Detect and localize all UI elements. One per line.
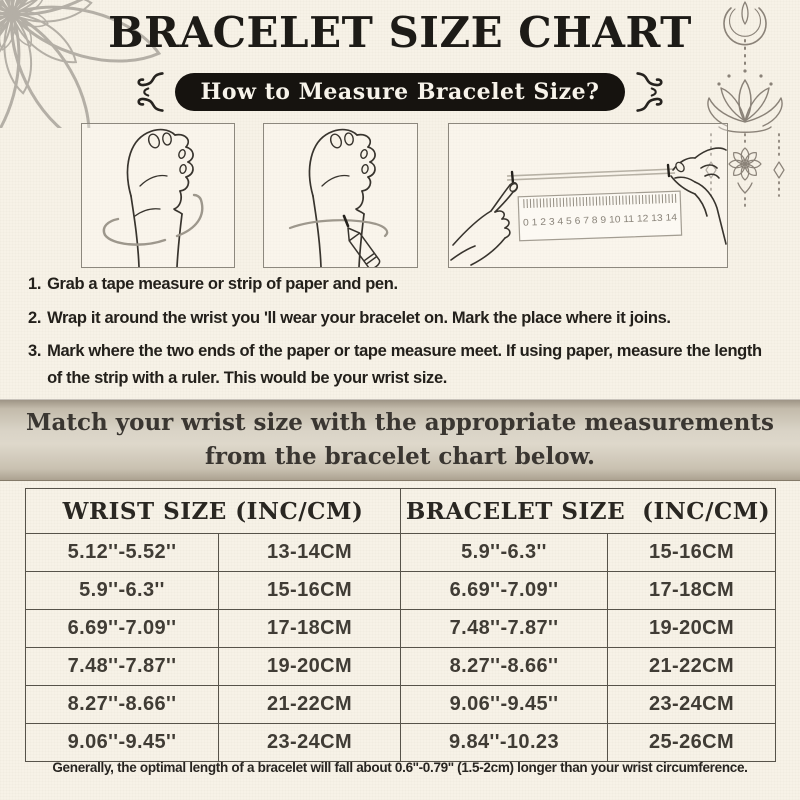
bracelet-inch-cell: 8.27''-8.66'' [400,647,608,686]
wrist-cm-cell: 17-18CM [218,609,401,648]
table-row: 5.9''-6.3'' 15-16CM 6.69''-7.09'' 17-18C… [25,571,777,610]
bracelet-cm-cell: 19-20CM [606,609,777,648]
measuring-tape-icon [102,193,204,246]
wrist-size-header: WRIST SIZE (INC/CM) [25,488,401,534]
size-conversion-table: WRIST SIZE (INC/CM) BRACELET SIZE (INC/C… [25,488,777,762]
step-number: 1. [28,275,42,293]
ruler-numbers: 0 1 2 3 4 5 6 7 8 9 10 11 12 13 14 [523,212,677,228]
wrist-cm-cell: 15-16CM [218,571,401,610]
table-row: 7.48''-7.87'' 19-20CM 8.27''-8.66'' 21-2… [25,647,777,686]
bracelet-inch-cell: 9.06''-9.45'' [400,685,608,724]
wrist-inch-cell: 6.69''-7.09'' [25,609,219,648]
flourish-bracket-right-icon [636,72,663,112]
bracelet-cm-cell: 15-16CM [606,533,777,572]
step-3: 3. Mark where the two ends of the paper … [28,338,770,391]
match-size-banner: Match your wrist size with the appropria… [0,399,800,481]
step-1: 1. Grab a tape measure or strip of paper… [28,271,770,298]
step-number: 2. [28,308,42,327]
table-row: 9.06''-9.45'' 23-24CM 9.84''-10.23 25-26… [25,723,777,762]
wrist-cm-cell: 19-20CM [218,647,401,686]
table-row: 5.12''-5.52'' 13-14CM 5.9''-6.3'' 15-16C… [25,533,777,572]
bracelet-cm-cell: 25-26CM [606,723,777,762]
paper-strip-icon [506,163,676,185]
bracelet-inch-cell: 5.9''-6.3'' [400,533,608,572]
wrist-inch-cell: 5.9''-6.3'' [25,571,219,610]
table-row: 8.27''-8.66'' 21-22CM 9.06''-9.45'' 23-2… [25,685,777,724]
banner-line-1: Match your wrist size with the appropria… [26,408,774,436]
bracelet-inch-cell: 6.69''-7.09'' [400,571,608,610]
bracelet-inch-cell: 7.48''-7.87'' [400,609,608,648]
wrist-inch-cell: 8.27''-8.66'' [25,685,219,724]
figure-mark-wrist [263,123,418,270]
wrist-inch-cell: 7.48''-7.87'' [25,647,219,686]
flourish-bracket-left-icon [136,72,164,112]
figure-measure-ruler: 0 1 2 3 4 5 6 7 8 9 10 11 12 13 14 [448,123,728,268]
wrist-cm-cell: 13-14CM [218,533,401,572]
how-to-measure-badge: How to Measure Bracelet Size? [174,73,626,111]
banner-line-2: from the bracelet chart below. [204,443,596,470]
step-text: Mark where the two ends of the paper or … [47,342,762,388]
how-to-measure-badge-row: How to Measure Bracelet Size? [0,68,800,116]
ruler-icon: 0 1 2 3 4 5 6 7 8 9 10 11 12 13 14 [517,190,683,242]
bracelet-cm-cell: 21-22CM [606,647,777,686]
bracelet-cm-cell: 17-18CM [606,571,777,610]
figure-wrap-tape [81,123,235,268]
step-text: Wrap it around the wrist you 'll wear yo… [47,308,671,327]
step-2: 2. Wrap it around the wrist you 'll wear… [28,305,770,332]
pen-mark-icon [342,214,350,228]
wrist-cm-cell: 23-24CM [218,723,401,762]
footer-note: Generally, the optimal length of a brace… [52,760,748,775]
table-header-row: WRIST SIZE (INC/CM) BRACELET SIZE (INC/C… [25,488,777,534]
bracelet-inch-cell: 9.84''-10.23 [400,723,608,762]
wrist-inch-cell: 9.06''-9.45'' [25,723,219,762]
hand-with-tape-illustration [102,128,204,268]
bracelet-size-header: BRACELET SIZE (INC/CM) [399,488,777,534]
bracelet-cm-cell: 23-24CM [606,685,777,724]
wrist-inch-cell: 5.12''-5.52'' [25,533,219,572]
tape-line-icon [288,219,389,238]
page-title: BRACELET SIZE CHART [108,8,692,57]
table-row: 6.69''-7.09'' 17-18CM 7.48''-7.87'' 19-2… [25,609,777,648]
step-number: 3. [28,342,42,361]
hands-with-ruler-illustration: 0 1 2 3 4 5 6 7 8 9 10 11 12 13 14 [450,147,727,266]
hand-with-pen-illustration [288,128,389,270]
wrist-cm-cell: 21-22CM [218,685,401,724]
step-text: Grab a tape measure or strip of paper an… [47,275,398,293]
measuring-steps: 1. Grab a tape measure or strip of paper… [28,271,770,399]
